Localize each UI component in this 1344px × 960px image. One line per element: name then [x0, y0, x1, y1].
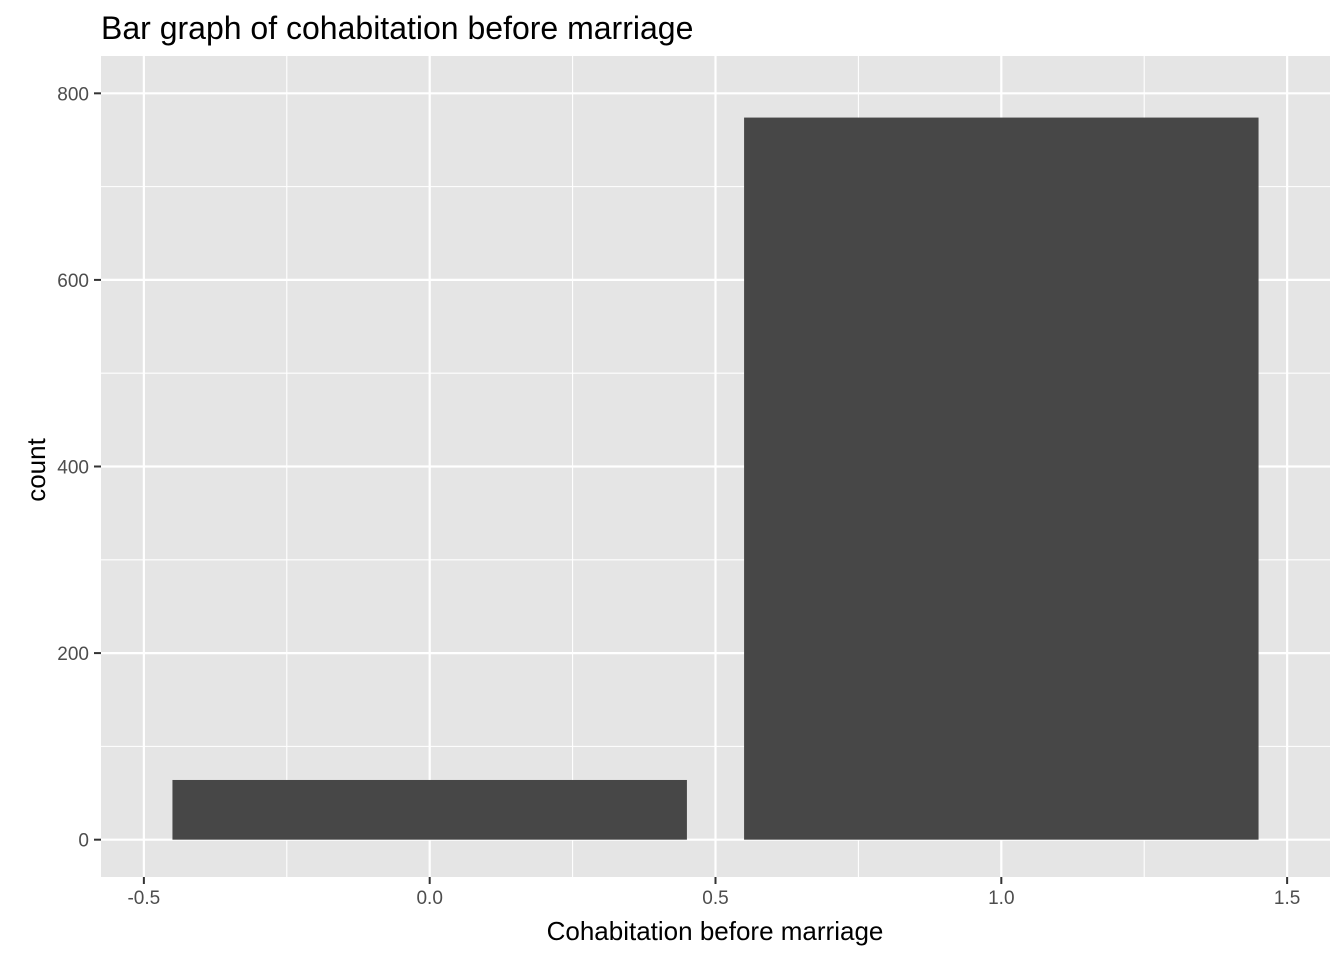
bar-0 [172, 779, 687, 840]
grid-major [101, 56, 1330, 877]
x-axis: -0.5 0.0 0.5 1.0 1.5 [127, 877, 1300, 909]
y-axis-title: count [21, 437, 51, 501]
y-tick-label: 0 [78, 831, 89, 852]
y-tick-label: 800 [57, 84, 89, 105]
x-axis-title: Cohabitation before marriage [547, 916, 884, 946]
x-tick-label: 1.5 [1274, 888, 1300, 909]
bar-1 [744, 117, 1259, 840]
chart-title: Bar graph of cohabitation before marriag… [101, 10, 693, 46]
x-tick-label: -0.5 [127, 888, 160, 909]
y-tick-label: 400 [57, 458, 89, 479]
y-axis: 0 200 400 600 800 [57, 84, 101, 852]
bars [172, 117, 1259, 840]
y-tick-label: 200 [57, 644, 89, 665]
x-tick-label: 1.0 [988, 888, 1014, 909]
x-tick-label: 0.5 [702, 888, 728, 909]
y-tick-label: 600 [57, 271, 89, 292]
x-tick-label: 0.0 [416, 888, 442, 909]
